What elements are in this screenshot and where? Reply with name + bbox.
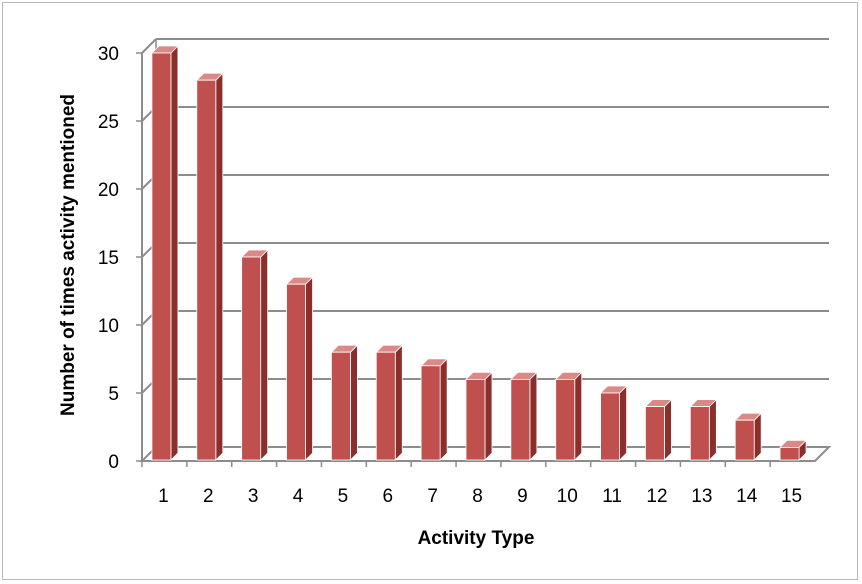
y-tick-labels: 0 5 10 15 20 25 30 (98, 44, 119, 473)
bar-5 (330, 344, 359, 461)
y-tick-label: 25 (98, 112, 119, 133)
bar-side (305, 276, 313, 461)
bar-side (619, 385, 627, 461)
y-tick-label: 0 (108, 452, 119, 473)
y-tick-label: 30 (98, 44, 119, 65)
bar-8 (465, 371, 493, 461)
bar-11 (599, 385, 628, 461)
x-tick-label: 8 (472, 486, 483, 507)
bar-front (375, 351, 396, 461)
bar-side (753, 412, 762, 461)
bar-front (151, 52, 172, 461)
bar-side (708, 398, 717, 461)
bar-side (349, 344, 358, 461)
bars (150, 45, 808, 461)
bar-side (439, 357, 448, 461)
x-tick-label: 14 (736, 486, 758, 507)
bar-front (420, 365, 441, 461)
x-tick-label: 6 (382, 486, 393, 507)
bar-9 (509, 371, 538, 461)
bar-1 (150, 45, 179, 461)
bar-side (484, 371, 493, 461)
x-tick-label: 7 (427, 486, 438, 507)
bar-front (555, 378, 576, 461)
bar-side (215, 72, 224, 461)
bar-2 (195, 72, 224, 461)
bar-3 (240, 249, 269, 461)
x-tick-label: 9 (517, 486, 528, 507)
bar-10 (554, 371, 583, 461)
bar-14 (734, 412, 763, 461)
bar-front (779, 446, 800, 461)
gridline-30 (141, 38, 157, 54)
bar-side (394, 344, 403, 461)
x-tick-label: 13 (691, 486, 712, 507)
bar-front (689, 406, 710, 461)
bar-6 (375, 344, 404, 461)
x-tick-label: 3 (248, 486, 259, 507)
x-axis-title: Activity Type (418, 528, 535, 549)
bar-side (529, 371, 538, 461)
bar-front (734, 419, 755, 461)
bar-side (260, 249, 269, 461)
bar-front (510, 378, 531, 461)
x-tick-labels: 1 2 3 4 5 6 7 8 9 10 11 12 13 14 15 (158, 486, 802, 507)
x-tick-label: 11 (602, 486, 622, 507)
bar-front (600, 392, 620, 461)
x-tick-label: 12 (646, 486, 667, 507)
bar-front (241, 256, 262, 461)
bar-side (664, 398, 672, 461)
bar-front (286, 283, 306, 461)
bar-7 (420, 357, 449, 461)
bar-front (465, 378, 486, 461)
x-tick-label: 5 (338, 486, 349, 507)
bar-side (574, 371, 583, 461)
x-tick-label: 15 (781, 486, 802, 507)
y-axis-title: Number of times activity mentioned (58, 94, 79, 416)
x-tick-label: 2 (203, 486, 214, 507)
x-tick-label: 4 (293, 486, 304, 507)
bar-side (170, 45, 179, 461)
bar-front (645, 406, 665, 461)
bar-front (196, 79, 217, 461)
y-tick-label: 10 (98, 316, 119, 337)
bar-4 (285, 276, 314, 461)
y-tick-label: 20 (98, 180, 119, 201)
bar-13 (689, 398, 718, 461)
y-tick-label: 5 (108, 384, 119, 405)
bar-12 (644, 398, 673, 461)
y-tick-label: 15 (98, 248, 119, 269)
x-tick-label: 1 (158, 486, 169, 507)
bar-front (330, 351, 351, 461)
bar-15 (779, 439, 808, 461)
x-tick-label: 10 (557, 486, 578, 507)
